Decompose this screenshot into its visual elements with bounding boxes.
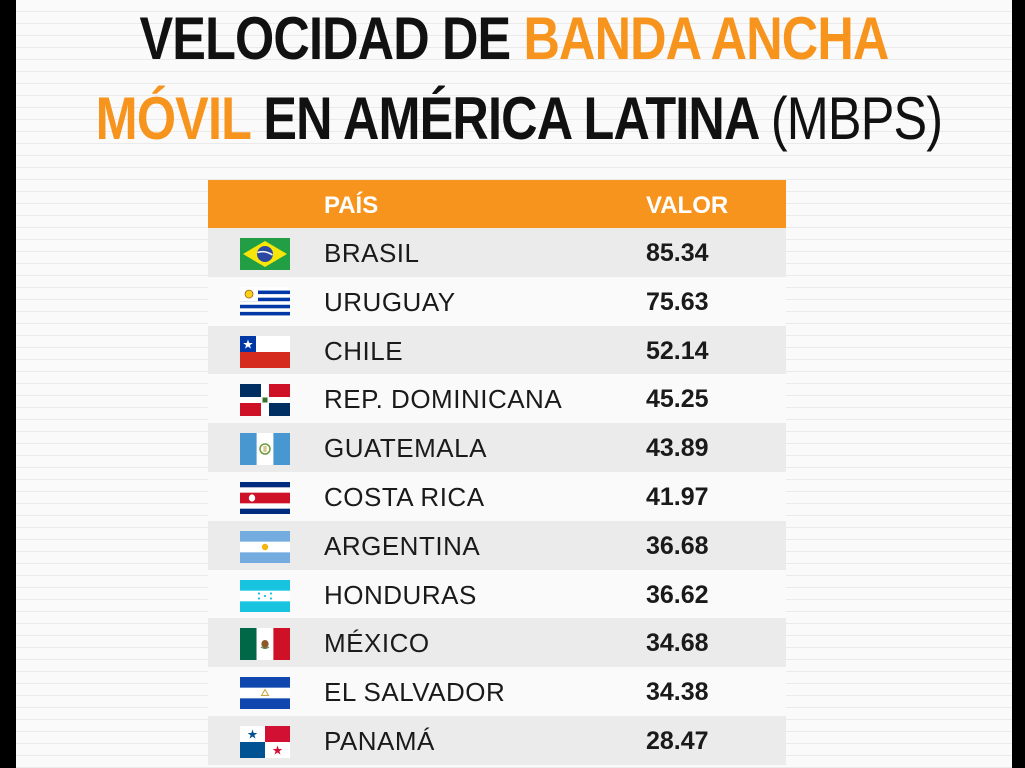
speed-value: 34.38 xyxy=(646,678,709,707)
header-value: VALOR xyxy=(646,192,729,219)
table-row: EL SALVADOR 34.38 xyxy=(208,667,786,716)
speed-table: PAÍS VALOR BRASIL 85.34 URUGUAY 75.63 xyxy=(208,180,786,765)
speed-value: 43.89 xyxy=(646,434,709,463)
country-name: PANAMÁ xyxy=(324,725,435,756)
infographic-sheet: VELOCIDAD DE BANDA ANCHA MÓVIL EN AMÉRIC… xyxy=(16,0,1012,768)
country-name: HONDURAS xyxy=(324,579,477,610)
title-line-1: VELOCIDAD DE BANDA ANCHA xyxy=(96,6,933,72)
uruguay-flag-icon xyxy=(240,286,290,319)
country-name: EL SALVADOR xyxy=(324,677,506,708)
country-name: URUGUAY xyxy=(324,286,456,317)
speed-value: 52.14 xyxy=(646,336,709,365)
costa-rica-flag-icon xyxy=(240,481,290,514)
argentina-flag-icon xyxy=(240,530,290,563)
speed-value: 75.63 xyxy=(646,287,709,316)
header-country: PAÍS xyxy=(324,192,379,219)
speed-value: 85.34 xyxy=(646,239,709,267)
country-name: GUATEMALA xyxy=(324,433,487,464)
table-row: HONDURAS 36.62 xyxy=(208,569,786,619)
country-name: ARGENTINA xyxy=(324,530,481,561)
table-body: BRASIL 85.34 URUGUAY 75.63 CHILE 52.14 xyxy=(208,228,786,765)
title-unit: (MBPS) xyxy=(770,85,943,152)
table-row: ARGENTINA 36.68 xyxy=(208,520,786,570)
speed-value: 41.97 xyxy=(646,482,709,511)
speed-value: 34.68 xyxy=(646,629,709,658)
country-name: BRASIL xyxy=(324,238,420,268)
dominican-republic-flag-icon xyxy=(240,384,290,417)
title-part-orange-2: MÓVIL xyxy=(95,85,251,152)
mexico-flag-icon xyxy=(240,628,290,661)
country-name: COSTA RICA xyxy=(324,481,485,512)
speed-value: 45.25 xyxy=(646,385,709,414)
table-row: BRASIL 85.34 xyxy=(208,228,786,277)
speed-value: 36.68 xyxy=(646,531,709,560)
brazil-flag-icon xyxy=(240,238,290,270)
table-row: GUATEMALA 43.89 xyxy=(208,423,786,472)
title-line-2: MÓVIL EN AMÉRICA LATINA (MBPS) xyxy=(95,85,943,152)
table-row: COSTA RICA 41.97 xyxy=(208,471,786,521)
el-salvador-flag-icon xyxy=(240,677,290,710)
country-name: MÉXICO xyxy=(324,628,430,659)
table-header: PAÍS VALOR xyxy=(208,180,786,228)
table-row: REP. DOMINICANA 45.25 xyxy=(208,374,786,424)
country-name: CHILE xyxy=(324,335,404,366)
honduras-flag-icon xyxy=(240,579,290,612)
table-row: URUGUAY 75.63 xyxy=(208,276,786,326)
title-part-dark-2: EN AMÉRICA LATINA xyxy=(250,85,771,152)
chile-flag-icon xyxy=(240,335,290,368)
panama-flag-icon xyxy=(240,725,290,758)
speed-value: 28.47 xyxy=(646,726,709,755)
title-part-dark: VELOCIDAD DE xyxy=(139,5,524,72)
title-part-orange: BANDA ANCHA xyxy=(523,5,889,72)
speed-value: 36.62 xyxy=(646,580,709,609)
table-row: PANAMÁ 28.47 xyxy=(208,715,786,765)
guatemala-flag-icon xyxy=(240,433,290,466)
table-row: MÉXICO 34.68 xyxy=(208,618,786,668)
country-name: REP. DOMINICANA xyxy=(324,384,563,415)
table-row: CHILE 52.14 xyxy=(208,325,786,375)
